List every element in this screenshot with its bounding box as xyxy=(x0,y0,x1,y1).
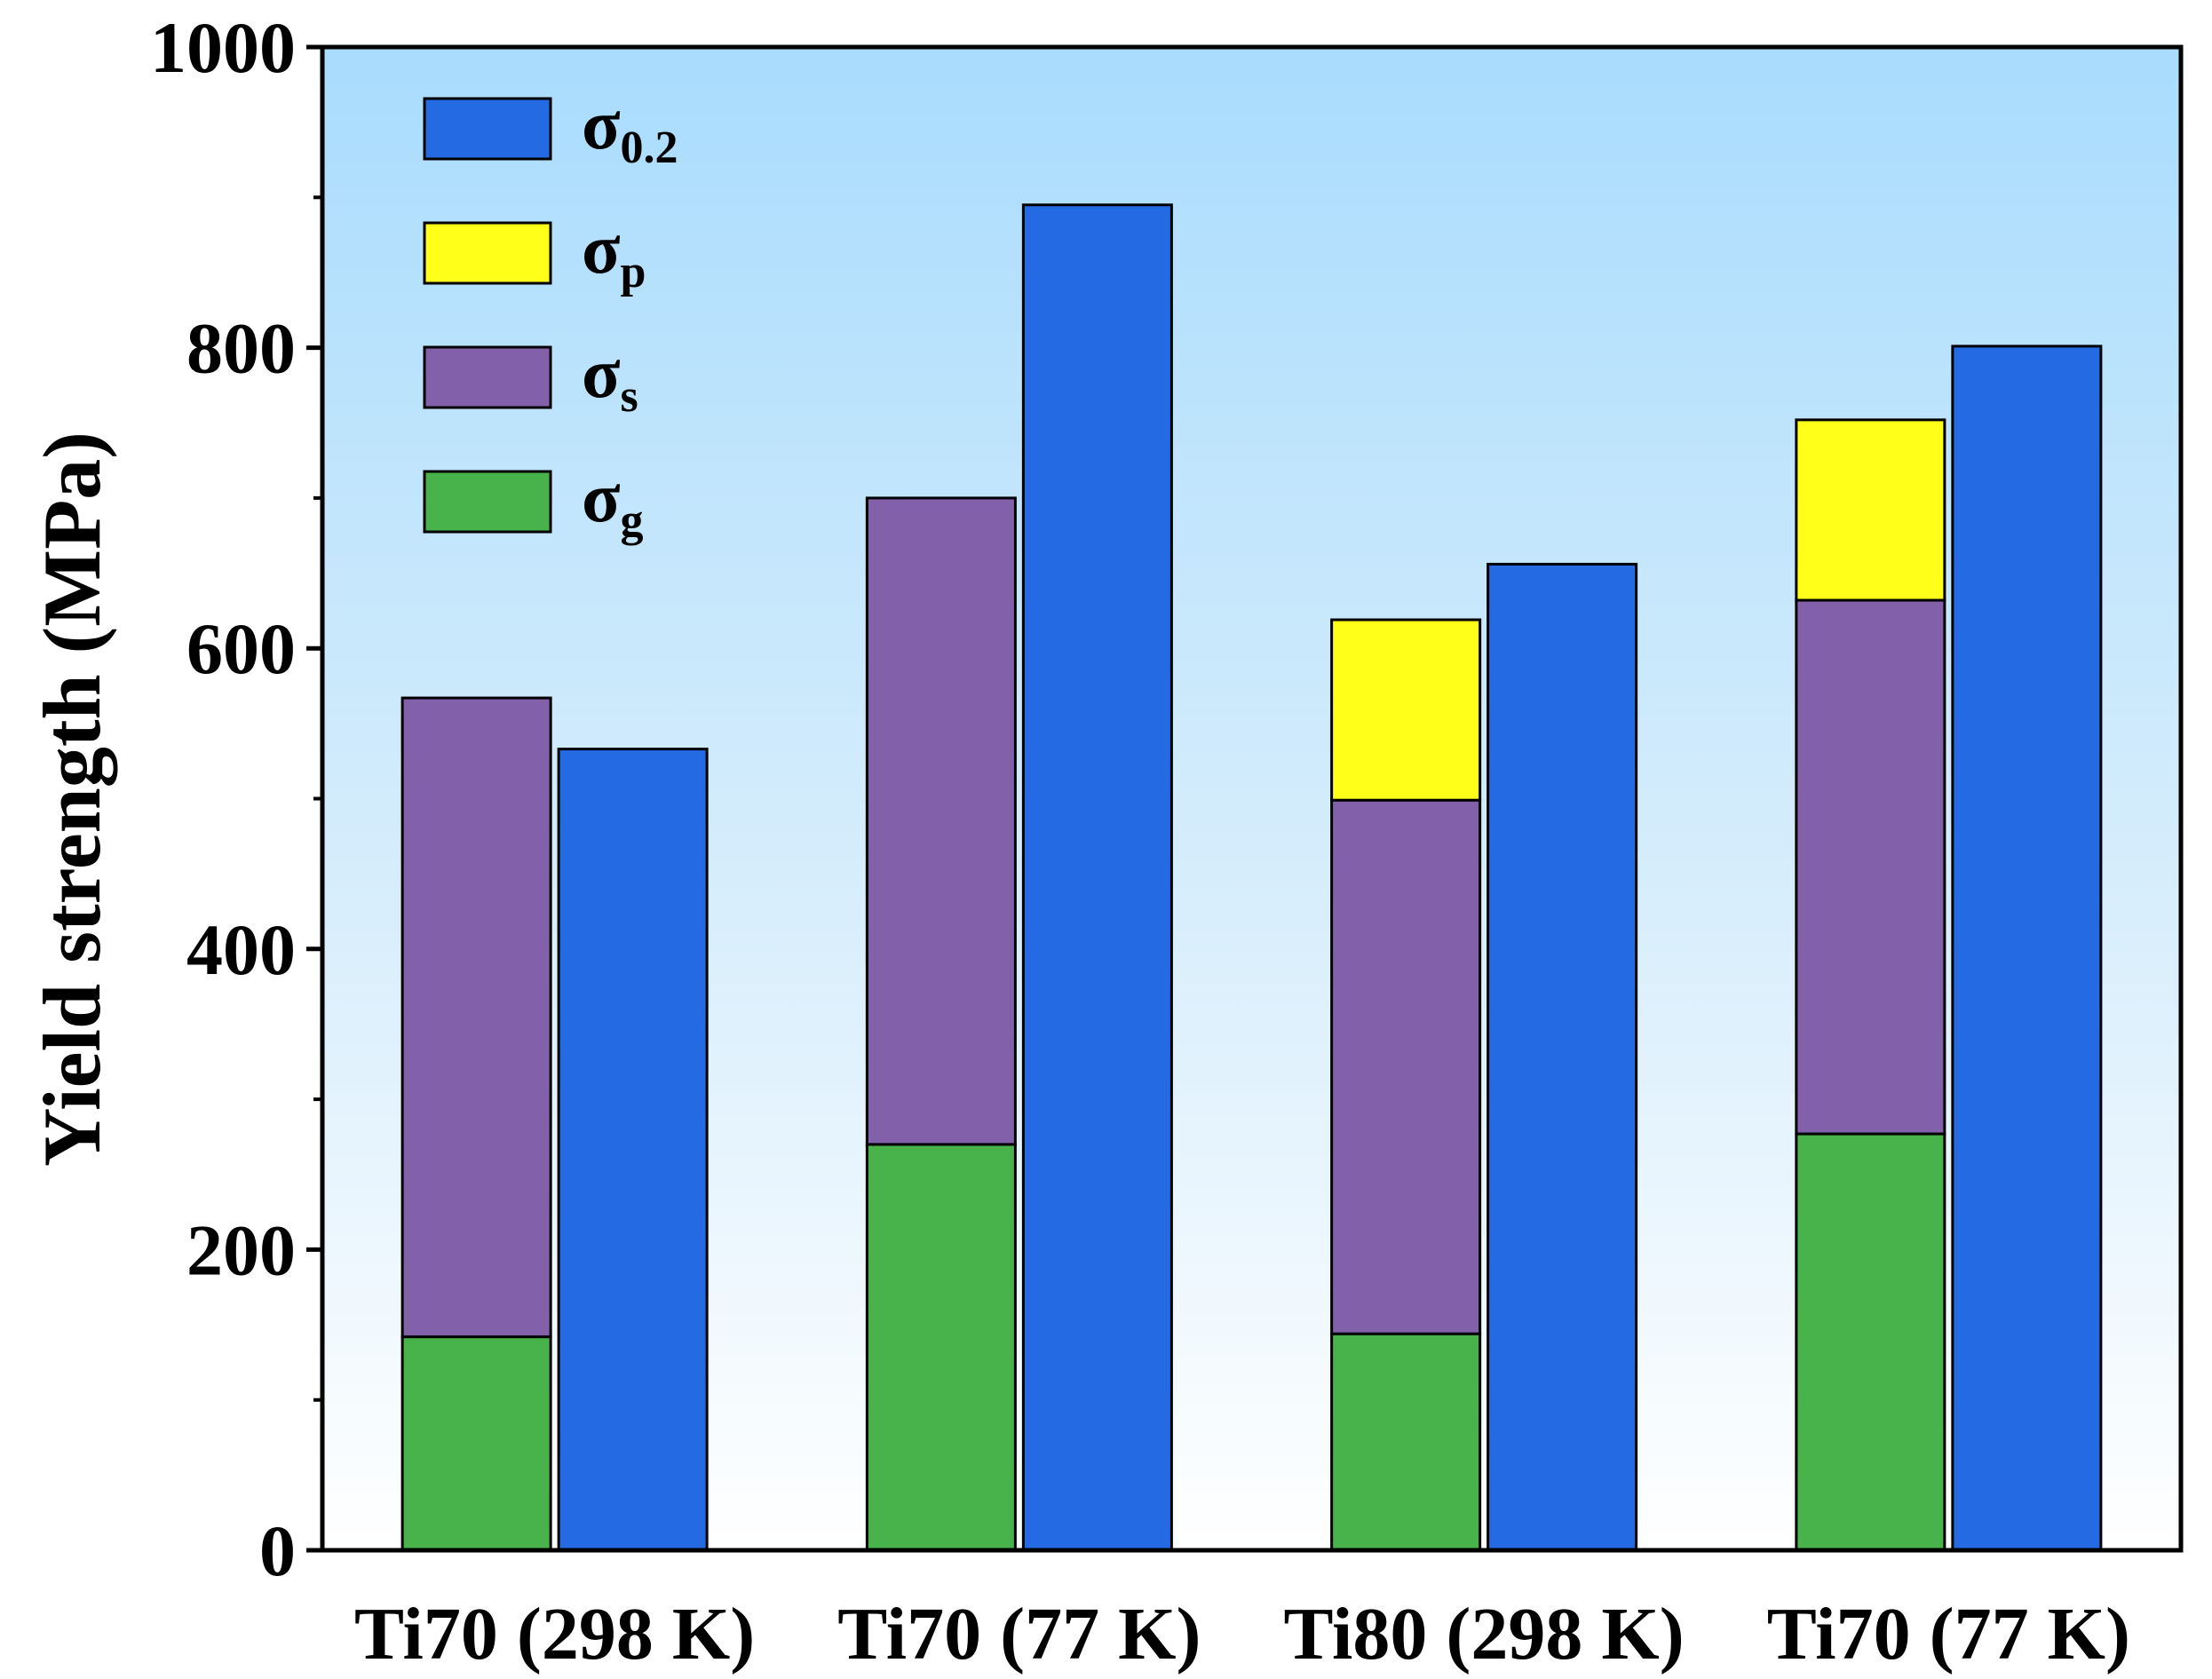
bar-sigma-s-3 xyxy=(1795,598,1946,1136)
bar-sigma-s-2 xyxy=(1330,798,1482,1335)
legend-swatch-sigma-p xyxy=(423,221,552,285)
legend-swatch-sigma-02 xyxy=(423,97,552,161)
bar-sigma-p-2 xyxy=(1330,618,1482,802)
bar-sigma-g-2 xyxy=(1330,1332,1482,1552)
bar-sigma-02-1 xyxy=(1021,203,1173,1552)
y-tick-label-2: 400 xyxy=(186,909,296,990)
legend-swatch-sigma-g xyxy=(423,470,552,534)
y-tick-label-0: 0 xyxy=(259,1510,296,1591)
legend-swatch-sigma-s xyxy=(423,345,552,409)
x-tick-label-0: Ti70 (298 K) xyxy=(354,1593,755,1675)
y-tick-label-5: 1000 xyxy=(150,7,296,88)
legend: σ0.2 σp σs σg xyxy=(423,86,678,546)
x-tick-label-1: Ti70 (77 K) xyxy=(837,1593,1201,1675)
legend-label-sigma-02: σ0.2 xyxy=(582,86,678,173)
x-axis: Ti70 (298 K) Ti70 (77 K) Ti80 (298 K) Ti70 … xyxy=(354,1593,2130,1675)
legend-label-sigma-g: σg xyxy=(582,459,644,546)
y-axis: 0 200 400 600 800 1000 xyxy=(150,7,322,1591)
y-tick-label-3: 600 xyxy=(186,608,296,689)
x-tick-label-2: Ti80 (298 K) xyxy=(1284,1593,1685,1675)
y-tick-label-4: 800 xyxy=(186,308,296,389)
bar-sigma-02-0 xyxy=(557,748,709,1552)
bar-sigma-g-0 xyxy=(400,1335,552,1552)
bar-sigma-02-2 xyxy=(1487,562,1638,1552)
bar-sigma-g-3 xyxy=(1795,1132,1946,1552)
x-tick-label-3: Ti70 (77 K) xyxy=(1767,1593,2130,1675)
bars-group xyxy=(400,203,2103,1552)
bar-sigma-02-3 xyxy=(1951,345,2103,1552)
bar-sigma-s-1 xyxy=(865,496,1017,1146)
y-tick-label-1: 200 xyxy=(186,1209,296,1290)
y-axis-label: Yield strength (MPa) xyxy=(27,432,117,1167)
bar-sigma-p-3 xyxy=(1795,418,1946,602)
bar-sigma-s-0 xyxy=(400,696,552,1339)
legend-label-sigma-p: σp xyxy=(582,210,646,297)
bar-sigma-g-1 xyxy=(865,1143,1017,1552)
legend-label-sigma-s: σs xyxy=(582,335,638,422)
